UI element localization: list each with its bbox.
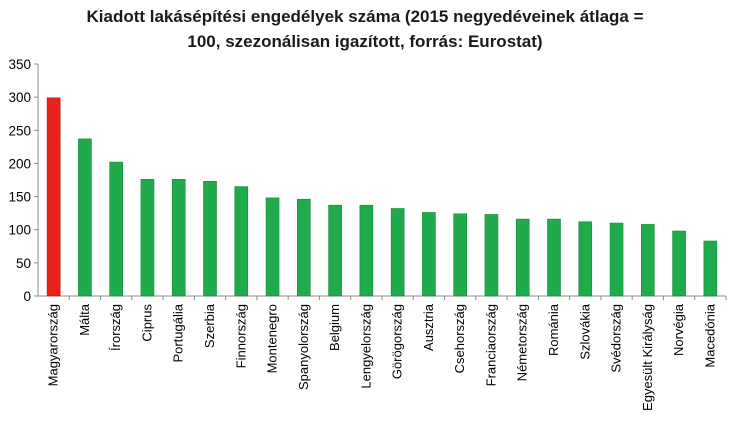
x-tick-label: Magyarország — [46, 304, 61, 386]
chart-title: Kiadott lakásépítési engedélyek száma (2… — [0, 4, 730, 54]
bar — [453, 213, 467, 297]
x-tick-label: Románia — [546, 303, 561, 356]
x-tick-label: Görögország — [390, 304, 405, 379]
x-tick-label: Ciprus — [139, 304, 154, 342]
bar — [641, 224, 655, 297]
y-tick-label: 300 — [8, 90, 31, 105]
x-tick-label: Norvégia — [671, 303, 686, 356]
y-tick-label: 350 — [8, 57, 31, 72]
y-tick-label: 250 — [8, 123, 31, 138]
x-tick-label: Ausztria — [421, 303, 436, 351]
x-tick-label: Portugália — [171, 303, 186, 362]
bar — [140, 179, 155, 297]
x-tick-label: Írország — [108, 304, 123, 351]
x-tick-label: Egyesült Királyság — [640, 304, 655, 411]
bar — [265, 197, 280, 297]
bar — [703, 240, 718, 297]
x-tick-label: Málta — [77, 303, 92, 336]
bar — [171, 179, 186, 297]
bar — [328, 204, 342, 297]
x-tick-label: Csehország — [452, 304, 467, 373]
bar — [547, 218, 561, 297]
x-tick-label: Szerbia — [202, 303, 217, 348]
bar — [672, 230, 686, 297]
bar — [78, 138, 92, 297]
chart-title-line-2: 100, szezonálisan igazított, forrás: Eur… — [187, 32, 543, 51]
bar — [234, 186, 249, 297]
bar — [203, 181, 217, 297]
x-tick-label: Macedónia — [702, 303, 717, 367]
bar — [484, 214, 499, 297]
x-tick-label: Franciaország — [483, 304, 498, 386]
bar — [46, 97, 61, 297]
bar — [390, 208, 405, 297]
chart-title-line-1: Kiadott lakásépítési engedélyek száma (2… — [86, 7, 644, 26]
y-tick-label: 100 — [8, 223, 31, 238]
bar — [515, 218, 530, 297]
x-tick-label: Lengyelország — [358, 304, 373, 389]
bar — [297, 198, 311, 297]
x-tick-label: Svédország — [609, 304, 624, 373]
x-tick-label: Németország — [515, 304, 530, 381]
y-tick-label: 200 — [8, 156, 31, 171]
bar — [609, 222, 624, 297]
x-tick-label: Belgium — [327, 304, 342, 351]
x-tick-label: Szlovákia — [577, 303, 592, 359]
bar — [109, 161, 123, 297]
bar — [359, 204, 374, 297]
bar — [422, 212, 436, 297]
x-tick-label: Montenegro — [265, 304, 280, 373]
x-tick-label: Spanyolország — [296, 304, 311, 390]
x-tick-label: Finnország — [233, 304, 248, 368]
y-tick-label: 0 — [23, 289, 31, 304]
y-tick-label: 150 — [8, 190, 31, 205]
bar — [578, 221, 593, 297]
y-tick-label: 50 — [16, 256, 31, 271]
